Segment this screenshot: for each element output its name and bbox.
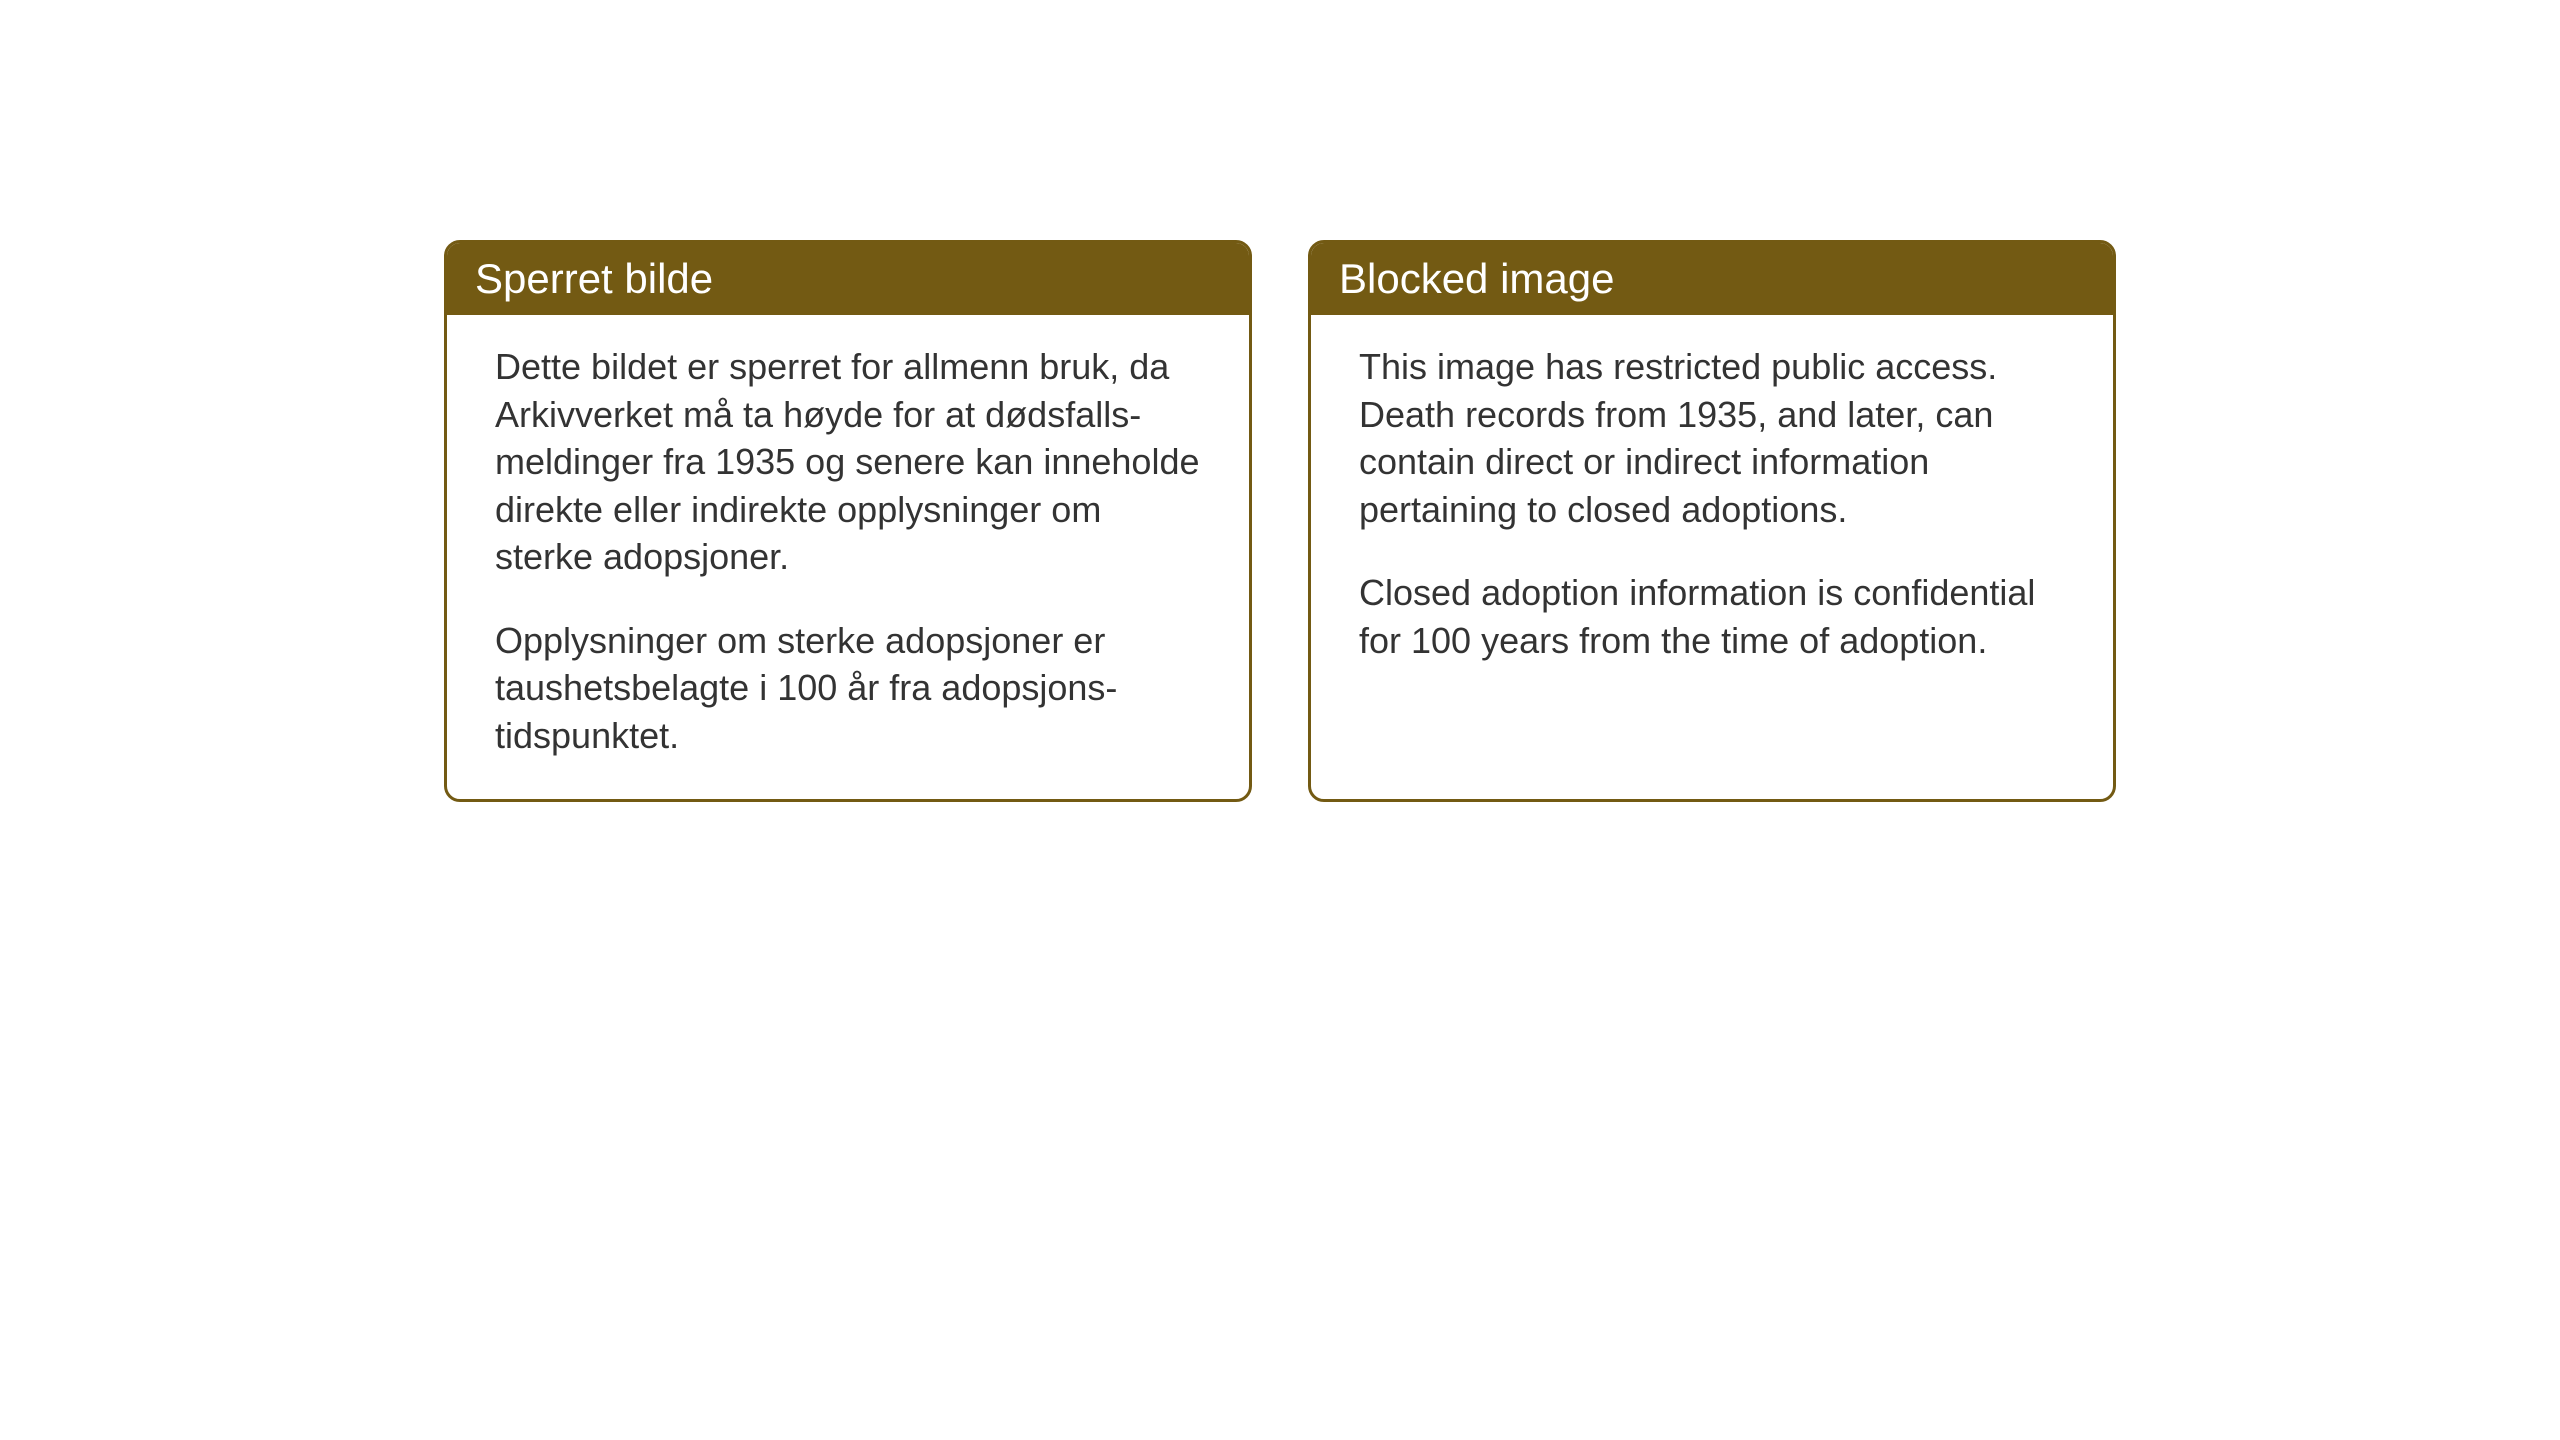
card-english-paragraph-1: This image has restricted public access.… xyxy=(1359,343,2065,533)
card-norwegian: Sperret bilde Dette bildet er sperret fo… xyxy=(444,240,1252,802)
card-norwegian-paragraph-2: Opplysninger om sterke adopsjoner er tau… xyxy=(495,617,1201,760)
card-norwegian-paragraph-1: Dette bildet er sperret for allmenn bruk… xyxy=(495,343,1201,581)
cards-container: Sperret bilde Dette bildet er sperret fo… xyxy=(444,240,2116,802)
card-norwegian-title: Sperret bilde xyxy=(475,255,713,302)
card-english: Blocked image This image has restricted … xyxy=(1308,240,2116,802)
card-norwegian-header: Sperret bilde xyxy=(447,243,1249,315)
card-english-paragraph-2: Closed adoption information is confident… xyxy=(1359,569,2065,664)
card-norwegian-body: Dette bildet er sperret for allmenn bruk… xyxy=(447,315,1249,799)
card-english-title: Blocked image xyxy=(1339,255,1614,302)
card-english-header: Blocked image xyxy=(1311,243,2113,315)
card-english-body: This image has restricted public access.… xyxy=(1311,315,2113,704)
